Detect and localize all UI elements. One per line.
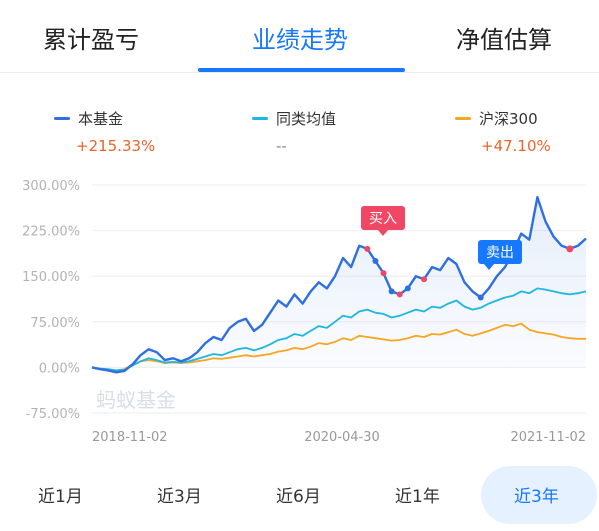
buy-marker-label: 买入 bbox=[369, 211, 397, 227]
time-range-selector: 近1月 近3月 近6月 近1年 近3年 bbox=[0, 466, 599, 524]
trade-point bbox=[372, 258, 379, 264]
legend-fund-value: +215.33% bbox=[76, 137, 156, 155]
series-line bbox=[91, 196, 587, 374]
buy-marker-pointer bbox=[378, 230, 388, 236]
trade-point bbox=[566, 245, 574, 253]
sell-marker-box bbox=[478, 240, 522, 264]
range-3-months[interactable]: 近3月 bbox=[157, 487, 202, 507]
legend-fund-swatch bbox=[54, 117, 70, 120]
legend-peer-name: 同类均值 bbox=[276, 110, 337, 128]
legend-csi300: 沪深300 +47.10% bbox=[455, 108, 551, 155]
active-range-pill bbox=[481, 466, 597, 524]
sell-marker[interactable]: 卖出 bbox=[478, 240, 522, 270]
fund-area-fill bbox=[92, 197, 586, 373]
tab-nav-estimate[interactable]: 净值估算 bbox=[456, 26, 552, 54]
trade-point bbox=[404, 285, 411, 292]
tab-performance-trend[interactable]: 业绩走势 bbox=[252, 26, 348, 54]
legend-csi300-value: +47.10% bbox=[481, 137, 551, 155]
buy-marker[interactable]: 买入 bbox=[361, 206, 405, 236]
y-tick-label: 300.00% bbox=[22, 179, 80, 194]
trade-point bbox=[477, 294, 484, 301]
y-tick-label: 150.00% bbox=[22, 270, 80, 285]
y-tick-label: -75.00% bbox=[26, 407, 80, 422]
chart-series bbox=[91, 196, 587, 374]
x-tick-label: 2021-11-02 bbox=[510, 430, 586, 445]
trade-markers: 买入 卖出 bbox=[361, 206, 522, 270]
trade-point bbox=[380, 270, 387, 277]
range-3-years[interactable]: 近3年 bbox=[514, 487, 559, 507]
sell-marker-label: 卖出 bbox=[486, 245, 514, 261]
active-tab-indicator bbox=[198, 68, 405, 72]
legend-fund-name: 本基金 bbox=[78, 110, 124, 128]
sell-marker-pointer bbox=[484, 264, 494, 270]
legend-fund: 本基金 +215.33% bbox=[54, 108, 155, 155]
x-axis-ticks: 2018-11-02 2020-04-30 2021-11-02 bbox=[92, 430, 586, 445]
y-tick-label: 0.00% bbox=[39, 361, 80, 376]
y-tick-label: 225.00% bbox=[22, 225, 80, 240]
y-tick-label: 75.00% bbox=[30, 316, 80, 331]
x-tick-label: 2020-04-30 bbox=[304, 430, 380, 445]
performance-chart: 300.00%225.00%150.00%75.00%0.00%-75.00% … bbox=[22, 179, 587, 445]
trade-point bbox=[421, 276, 428, 283]
legend-csi300-name: 沪深300 bbox=[479, 110, 538, 128]
performance-tabs: 累计盈亏 业绩走势 净值估算 bbox=[0, 0, 599, 73]
legend-peer-average: 同类均值 -- bbox=[252, 108, 336, 155]
legend-csi300-swatch bbox=[455, 117, 471, 120]
chart-watermark: 蚂蚁基金 bbox=[96, 388, 176, 412]
range-1-month[interactable]: 近1月 bbox=[38, 487, 83, 507]
trade-point bbox=[396, 291, 403, 298]
trade-point bbox=[364, 245, 371, 252]
trade-point bbox=[388, 288, 395, 295]
tab-cumulative-profit[interactable]: 累计盈亏 bbox=[43, 26, 139, 54]
buy-signal-dots bbox=[364, 245, 574, 301]
y-axis-ticks: 300.00% 225.00% 150.00% 75.00% 0.00% -75.00% bbox=[22, 179, 80, 422]
series-line bbox=[91, 287, 587, 372]
legend-peer-swatch bbox=[252, 117, 268, 120]
range-6-months[interactable]: 近6月 bbox=[276, 487, 321, 507]
legend-peer-value: -- bbox=[276, 137, 287, 155]
x-tick-label: 2018-11-02 bbox=[92, 430, 168, 445]
range-1-year[interactable]: 近1年 bbox=[395, 487, 440, 507]
buy-marker-box bbox=[361, 206, 405, 230]
